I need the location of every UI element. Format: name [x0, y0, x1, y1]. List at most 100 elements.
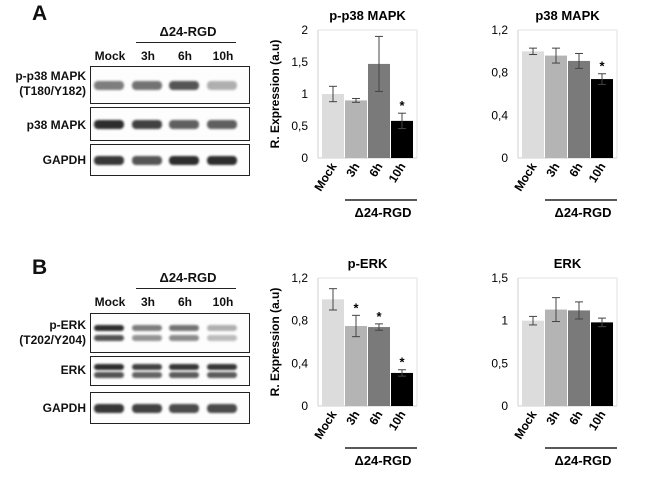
lane-label: 10h	[212, 295, 234, 309]
blot-label: GAPDH	[0, 153, 86, 168]
x-axis-label: Δ24-RGD	[354, 453, 411, 468]
significance-star: *	[399, 98, 405, 113]
bar	[345, 100, 367, 158]
blot-band	[132, 364, 162, 371]
category-label: 10h	[386, 160, 409, 185]
y-tick-label: 1,2	[491, 23, 508, 37]
blot-label-line: p38 MAPK	[26, 118, 86, 132]
blot-strip	[90, 313, 250, 353]
bar	[522, 51, 544, 159]
blot-band	[169, 403, 199, 413]
y-tick-label: 1,5	[291, 55, 308, 69]
bar	[368, 327, 390, 406]
bar	[568, 60, 590, 158]
blot-strip	[90, 356, 250, 386]
bar	[391, 372, 413, 406]
category-label: Mock	[311, 408, 339, 442]
blot-band	[94, 155, 124, 165]
category-label: 10h	[386, 408, 409, 433]
blot-band	[94, 324, 124, 331]
blot-band	[132, 155, 162, 165]
blot-band	[132, 335, 162, 342]
blot-band	[169, 80, 199, 90]
x-axis-label: Δ24-RGD	[554, 453, 611, 468]
chart-p38-mapk: p38 MAPK 0 0,4 0,8 1,2 Mock 3h 6h * 10h Δ24-RGD	[491, 8, 618, 220]
significance-star: *	[599, 59, 605, 74]
blot-band	[94, 364, 124, 371]
lane-label: 3h	[140, 49, 155, 63]
y-axis-label: R. Expression (a.u)	[268, 40, 282, 149]
significance-star: *	[353, 300, 359, 315]
chart-p-p38-mapk: p-p38 MAPK R. Expression (a.u) 0 0,5 1 1,5 2 Mo…	[268, 8, 418, 220]
group-bracket-a	[136, 42, 236, 43]
bar	[591, 322, 613, 406]
blot-band	[169, 364, 199, 371]
blot-band	[169, 324, 199, 331]
category-label: Mock	[311, 160, 339, 194]
lane-label: 6h	[177, 49, 192, 63]
blot-band	[207, 324, 237, 331]
blot-label-line: (T202/Y204)	[19, 333, 86, 347]
lane-label: Mock	[94, 49, 126, 63]
blot-band	[94, 119, 124, 129]
category-label: 6h	[366, 160, 385, 179]
bar	[545, 309, 567, 406]
y-tick-label: 0,4	[291, 356, 308, 370]
panel-letter-a: A	[32, 2, 48, 25]
blot-band	[94, 80, 124, 90]
bar	[545, 55, 567, 158]
lane-label: 3h	[140, 295, 155, 309]
y-tick-label: 1	[501, 314, 508, 328]
y-tick-label: 0,5	[291, 119, 308, 133]
chart-title: ERK	[554, 256, 582, 271]
blot-band	[207, 364, 237, 371]
panel-letter-b: B	[32, 256, 48, 279]
chart-p-erk: p-ERK R. Expression (a.u) 0 0,4 0,8 1,2 Mock * 3…	[268, 256, 418, 468]
y-tick-label: 0	[501, 399, 508, 413]
y-tick-label: 0	[501, 151, 508, 165]
blot-band	[94, 335, 124, 342]
lane-label: 6h	[177, 295, 192, 309]
bar	[322, 94, 344, 158]
blot-band	[169, 335, 199, 342]
blot-label-line: GAPDH	[42, 153, 86, 167]
bar	[368, 63, 390, 158]
blot-band	[207, 80, 237, 90]
bar	[591, 79, 613, 158]
x-axis-label: Δ24-RGD	[354, 205, 411, 220]
blot-label: p-p38 MAPK (T180/Y182)	[0, 69, 86, 99]
blot-band	[169, 371, 199, 378]
category-label: Mock	[511, 160, 539, 194]
blot-band	[132, 371, 162, 378]
y-axis-label: R. Expression (a.u)	[268, 288, 282, 397]
blot-band	[132, 119, 162, 129]
chart-title: p-p38 MAPK	[329, 8, 406, 23]
chart-title: p-ERK	[348, 256, 388, 271]
y-tick-label: 2	[301, 23, 308, 37]
category-label: 3h	[343, 160, 362, 179]
y-tick-label: 0,4	[491, 108, 508, 122]
blot-band	[207, 335, 237, 342]
category-label: 6h	[366, 408, 385, 427]
blot-band	[94, 403, 124, 413]
blot-band	[132, 324, 162, 331]
blot-label: ERK	[0, 363, 86, 378]
blot-strip	[90, 392, 250, 424]
blot-band	[207, 403, 237, 413]
y-tick-label: 0	[301, 399, 308, 413]
lane-label: Mock	[94, 295, 126, 309]
y-tick-label: 1,2	[291, 271, 308, 285]
category-label: Mock	[511, 408, 539, 442]
blot-band	[207, 119, 237, 129]
category-label: 10h	[586, 160, 609, 185]
group-bracket-b	[136, 288, 236, 289]
category-label: 10h	[586, 408, 609, 433]
blot-label-line: (T180/Y182)	[19, 84, 86, 98]
chart-erk: ERK 0 0,5 1 1,5 Mock 3h 6h 10h Δ24-RGD	[491, 256, 618, 468]
blot-label-line: ERK	[60, 363, 86, 377]
blot-label-line: p-ERK	[49, 318, 86, 332]
y-tick-label: 1	[301, 87, 308, 101]
bar	[522, 320, 544, 406]
blot-label-line: p-p38 MAPK	[15, 69, 86, 83]
blot-strip	[90, 144, 250, 176]
